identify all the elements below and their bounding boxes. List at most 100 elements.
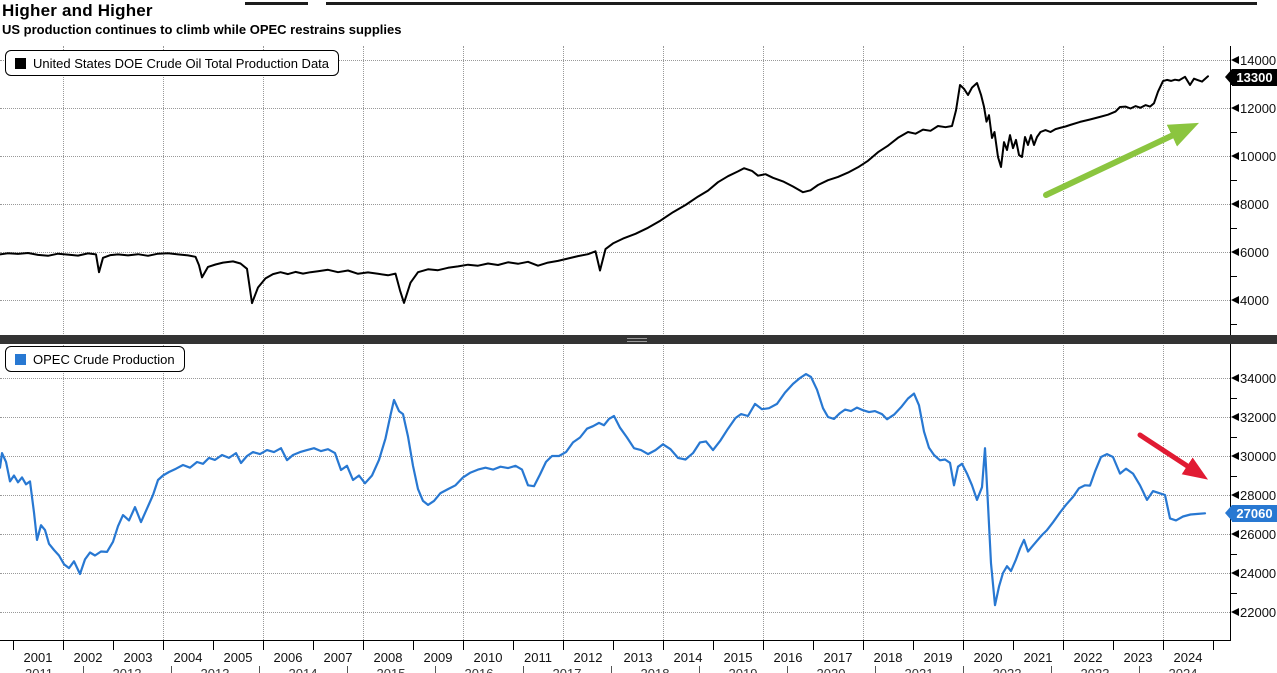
gridline-v	[163, 46, 164, 334]
x-axis-year-label: 2022	[1073, 650, 1103, 665]
y-axis-tick-arrow-icon	[1231, 56, 1239, 64]
y-axis-minor-tick	[1231, 475, 1237, 477]
page-title: Higher and Higher	[2, 1, 153, 20]
y-axis-label: 26000	[1240, 527, 1277, 542]
x-axis-secondary-year-label: 2022	[977, 666, 1037, 673]
x-axis-year-label: 2016	[773, 650, 803, 665]
x-axis-secondary-tick	[963, 666, 964, 673]
x-axis-tick	[263, 641, 264, 650]
y-axis-tick-arrow-icon	[1231, 413, 1239, 421]
gridline-h	[0, 299, 1230, 301]
gridline-h	[0, 251, 1230, 253]
y-axis-tick-arrow-icon	[1231, 296, 1239, 304]
x-axis-secondary-tick	[171, 666, 172, 673]
splitter-grip-icon	[627, 338, 647, 339]
x-axis-year-label: 2014	[673, 650, 703, 665]
x-axis-year-label: 2006	[273, 650, 303, 665]
x-axis-tick	[1213, 641, 1214, 650]
x-axis-tick	[563, 641, 564, 650]
x-axis-tick	[13, 641, 14, 650]
gridline-v	[463, 46, 464, 334]
x-axis-tick	[863, 641, 864, 650]
x-axis-secondary-year-label: 2012	[97, 666, 157, 673]
x-axis-tick	[1113, 641, 1114, 650]
red-down-arrow	[1137, 432, 1209, 480]
x-axis-secondary-tick	[1051, 666, 1052, 673]
gridline-v	[963, 345, 964, 640]
y-axis-label: 10000	[1240, 149, 1277, 164]
us-production-chart	[0, 75, 1209, 305]
gridline-v	[463, 345, 464, 640]
x-axis-secondary-tick	[787, 666, 788, 673]
x-axis-secondary-tick	[435, 666, 436, 673]
panel-splitter[interactable]	[0, 335, 1277, 344]
x-axis-secondary-year-label: 2020	[801, 666, 861, 673]
us-last-value: 13300	[1236, 70, 1273, 85]
x-axis-secondary-tick	[875, 666, 876, 673]
gridline-h	[0, 494, 1230, 496]
gridline-v	[663, 345, 664, 640]
gridline-v	[1163, 345, 1164, 640]
x-axis-year-label: 2010	[473, 650, 503, 665]
gridline-v	[363, 46, 364, 334]
gridline-v	[863, 46, 864, 334]
x-axis-secondary-tick	[83, 666, 84, 673]
gridline-v	[763, 345, 764, 640]
x-axis-secondary-year-label: 2017	[537, 666, 597, 673]
gridline-h	[0, 155, 1230, 157]
y-axis-tick-arrow-icon	[1231, 374, 1239, 382]
x-axis-tick	[663, 641, 664, 650]
green-up-arrow	[1043, 122, 1200, 198]
y-axis-minor-tick	[1231, 553, 1237, 555]
us-production-line	[0, 75, 1209, 305]
us-legend-label: United States DOE Crude Oil Total Produc…	[33, 55, 330, 71]
x-axis-tick	[1013, 641, 1014, 650]
x-axis-tick	[513, 641, 514, 650]
x-axis-secondary-year-label: 2013	[185, 666, 245, 673]
y-axis-tick-arrow-icon	[1231, 530, 1239, 538]
x-axis-year-label: 2013	[623, 650, 653, 665]
opec-legend-chip[interactable]: OPEC Crude Production	[5, 346, 185, 372]
splitter-grip-icon	[627, 341, 647, 342]
x-axis-year-label: 2003	[123, 650, 153, 665]
y-axis-tick-arrow-icon	[1231, 569, 1239, 577]
gridline-h	[0, 533, 1230, 535]
y-axis-tick-arrow-icon	[1231, 248, 1239, 256]
gridline-v	[663, 46, 664, 334]
y-axis-label: 8000	[1240, 197, 1269, 212]
x-axis-year-label: 2008	[373, 650, 403, 665]
gridline-h	[0, 107, 1230, 109]
x-axis-tick	[813, 641, 814, 650]
y-axis-minor-tick	[1231, 228, 1237, 229]
cropped-top-rule	[245, 2, 1257, 5]
x-axis-tick	[463, 641, 464, 650]
gridline-v	[263, 345, 264, 640]
y-axis-tick-arrow-icon	[1231, 608, 1239, 616]
y-axis-tick-arrow-icon	[1231, 104, 1239, 112]
x-axis-tick	[213, 641, 214, 650]
x-axis-year-label: 2017	[823, 650, 853, 665]
opec-last-value: 27060	[1236, 506, 1273, 521]
x-axis-secondary-year-label: 2023	[1065, 666, 1125, 673]
y-axis-label: 30000	[1240, 449, 1277, 464]
x-axis-secondary-year-label: 2015	[361, 666, 421, 673]
x-axis-tick	[163, 641, 164, 650]
x-axis-year-label: 2004	[173, 650, 203, 665]
gridline-h	[0, 203, 1230, 205]
gridline-h	[0, 455, 1230, 457]
y-axis-label: 14000	[1240, 53, 1277, 68]
x-axis-tick	[63, 641, 64, 650]
y-axis-label: 24000	[1240, 566, 1277, 581]
us-legend-chip[interactable]: United States DOE Crude Oil Total Produc…	[5, 50, 340, 76]
gridline-h	[0, 572, 1230, 574]
x-axis-tick	[1163, 641, 1164, 650]
x-axis-tick	[313, 641, 314, 650]
y-axis-label: 22000	[1240, 605, 1277, 620]
gridline-h	[0, 377, 1230, 379]
y-axis-minor-tick	[1231, 132, 1237, 133]
x-axis-secondary-tick	[259, 666, 260, 673]
x-axis-tick	[613, 641, 614, 650]
x-axis-secondary-year-label: 2021	[889, 666, 949, 673]
gridline-v	[1063, 345, 1064, 640]
page-subtitle: US production continues to climb while O…	[2, 22, 402, 37]
